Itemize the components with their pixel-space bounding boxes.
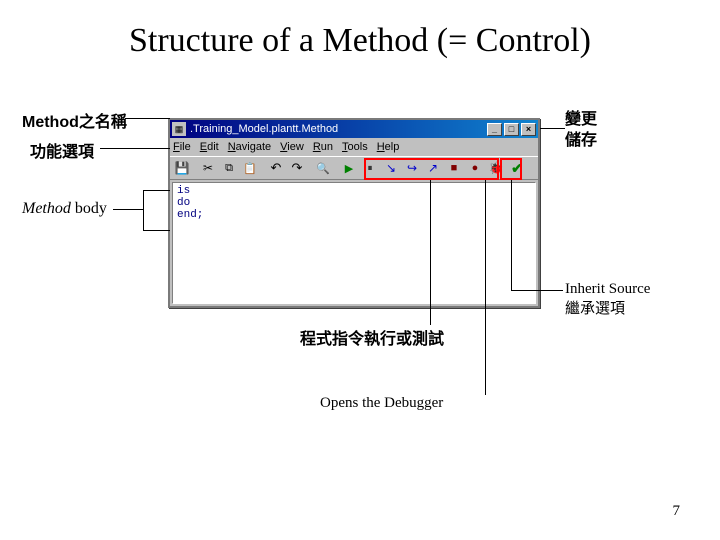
connector-title: [125, 118, 170, 119]
pause-icon[interactable]: [360, 158, 380, 178]
connector-body-h2a: [143, 190, 170, 191]
cut-icon[interactable]: [198, 158, 218, 178]
label-menu-options: 功能選項: [30, 138, 94, 162]
menu-file[interactable]: File: [173, 141, 191, 153]
copy-icon[interactable]: [219, 158, 239, 178]
label-body-plain: body: [71, 200, 107, 217]
connector-body-h1: [113, 209, 143, 210]
menu-navigate[interactable]: Navigate: [228, 141, 271, 153]
connector-inherit-h: [511, 290, 563, 291]
label-inherit-line1: Inherit Source: [565, 280, 650, 300]
debugger-icon[interactable]: [486, 158, 506, 178]
label-inherit-line2: 繼承選項: [565, 300, 650, 320]
slide-title: Structure of a Method (= Control): [0, 22, 720, 60]
label-opens-debugger: Opens the Debugger: [320, 395, 443, 412]
label-inherit-source: Inherit Source 繼承選項: [565, 280, 650, 319]
maximize-button[interactable]: □: [504, 123, 519, 136]
menu-view[interactable]: View: [280, 141, 304, 153]
connector-body-v: [143, 190, 144, 230]
close-button[interactable]: ×: [521, 123, 536, 136]
step-out-icon[interactable]: [423, 158, 443, 178]
connector-debugger: [485, 180, 486, 395]
step-over-icon[interactable]: [402, 158, 422, 178]
save-icon[interactable]: [172, 158, 192, 178]
window-icon: ▦: [172, 122, 186, 136]
label-method-name: Method之名稱: [22, 108, 127, 132]
find-icon[interactable]: [313, 158, 333, 178]
tool-bar: [170, 156, 538, 180]
label-change-line2: 儲存: [565, 131, 597, 152]
title-bar: ▦ .Training_Model.plantt.Method _ □ ×: [170, 120, 538, 138]
undo-icon[interactable]: [266, 158, 286, 178]
page-number: 7: [673, 503, 681, 520]
run-icon[interactable]: [339, 158, 359, 178]
menu-tools[interactable]: Tools: [342, 141, 368, 153]
code-editor[interactable]: is do end;: [172, 182, 536, 304]
connector-body-h2b: [143, 230, 170, 231]
window-title-text: .Training_Model.plantt.Method: [190, 123, 487, 135]
connector-menu: [100, 148, 170, 149]
redo-icon[interactable]: [287, 158, 307, 178]
paste-icon[interactable]: [240, 158, 260, 178]
label-change-line1: 變更: [565, 110, 597, 131]
connector-run: [430, 180, 431, 325]
label-body-italic: Method: [22, 200, 71, 217]
window-control-buttons: _ □ ×: [487, 123, 536, 136]
minimize-button[interactable]: _: [487, 123, 502, 136]
inherit-check-icon[interactable]: [507, 158, 527, 178]
label-method-body: Method body: [22, 200, 107, 218]
label-run-test: 程式指令執行或測試: [300, 325, 444, 349]
menu-edit[interactable]: Edit: [200, 141, 219, 153]
connector-save-h: [540, 128, 565, 129]
connector-inherit-v: [511, 180, 512, 290]
menu-help[interactable]: Help: [377, 141, 400, 153]
step-into-icon[interactable]: [381, 158, 401, 178]
stop-icon[interactable]: [444, 158, 464, 178]
label-change-save: 變更 儲存: [565, 110, 597, 152]
menu-bar: File Edit Navigate View Run Tools Help: [170, 138, 538, 156]
menu-run[interactable]: Run: [313, 141, 333, 153]
breakpoint-icon[interactable]: [465, 158, 485, 178]
